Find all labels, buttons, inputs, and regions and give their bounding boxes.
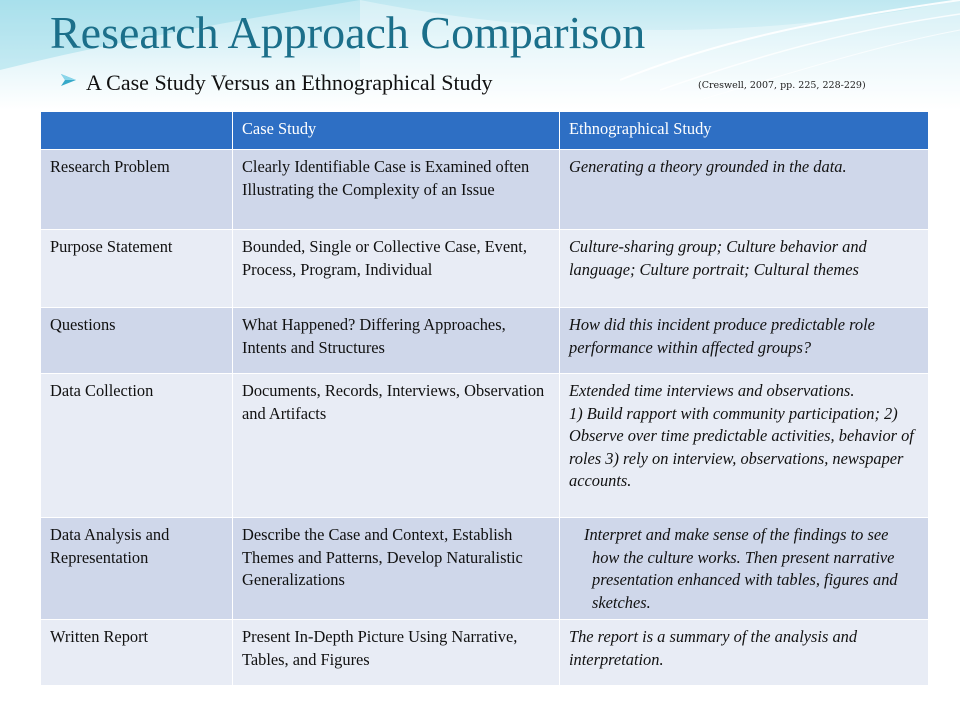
row-label: Data Collection: [40, 373, 233, 518]
case-study-cell: Documents, Records, Interviews, Observat…: [232, 373, 560, 518]
row-label: Questions: [40, 307, 233, 374]
citation: (Creswell, 2007, pp. 225, 228-229): [698, 80, 866, 91]
table-row: Data Analysis and Representation Describ…: [40, 517, 929, 620]
decorative-swoosh-graphic: [0, 0, 960, 110]
ethnography-cell: Generating a theory grounded in the data…: [559, 149, 929, 230]
ethnography-cell: Interpret and make sense of the findings…: [559, 517, 929, 620]
case-study-cell: What Happened? Differing Approaches, Int…: [232, 307, 560, 374]
case-study-cell: Bounded, Single or Collective Case, Even…: [232, 229, 560, 308]
table-row: Research Problem Clearly Identifiable Ca…: [40, 149, 929, 230]
case-study-line: and Artifacts: [242, 403, 327, 423]
header-cell-empty: [40, 111, 233, 150]
slide-header-background: [0, 0, 960, 110]
header-cell-ethnographical-study: Ethnographical Study: [559, 111, 929, 150]
row-label: Research Problem: [40, 149, 233, 230]
slide-subtitle: A Case Study Versus an Ethnographical St…: [86, 70, 493, 95]
subtitle-row: A Case Study Versus an Ethnographical St…: [60, 70, 940, 98]
row-label: Purpose Statement: [40, 229, 233, 308]
slide-title: Research Approach Comparison: [50, 7, 646, 58]
case-study-cell: Present In-Depth Picture Using Narrative…: [232, 619, 560, 686]
ethnography-line: Extended time interviews and observation…: [569, 381, 855, 400]
case-study-cell: Clearly Identifiable Case is Examined of…: [232, 149, 560, 230]
table-row: Purpose Statement Bounded, Single or Col…: [40, 229, 929, 308]
table-row: Written Report Present In-Depth Picture …: [40, 619, 929, 686]
table-row: Questions What Happened? Differing Appro…: [40, 307, 929, 374]
ethnography-cell: Culture-sharing group; Culture behavior …: [559, 229, 929, 308]
comparison-table: Case Study Ethnographical Study Research…: [40, 111, 929, 686]
case-study-line: Documents, Records, Interviews, Observat…: [242, 381, 545, 400]
arrow-bullet-icon: [60, 72, 78, 92]
ethnography-cell: Extended time interviews and observation…: [559, 373, 929, 518]
ethnography-cell: The report is a summary of the analysis …: [559, 619, 929, 686]
table-header-row: Case Study Ethnographical Study: [40, 111, 929, 150]
case-study-cell: Describe the Case and Context, Establish…: [232, 517, 560, 620]
ethnography-line: 1) Build rapport with community particip…: [569, 403, 914, 491]
header-cell-case-study: Case Study: [232, 111, 560, 150]
table-row: Data Collection Documents, Records, Inte…: [40, 373, 929, 518]
row-label: Written Report: [40, 619, 233, 686]
ethnography-cell: How did this incident produce predictabl…: [559, 307, 929, 374]
row-label: Data Analysis and Representation: [40, 517, 233, 620]
